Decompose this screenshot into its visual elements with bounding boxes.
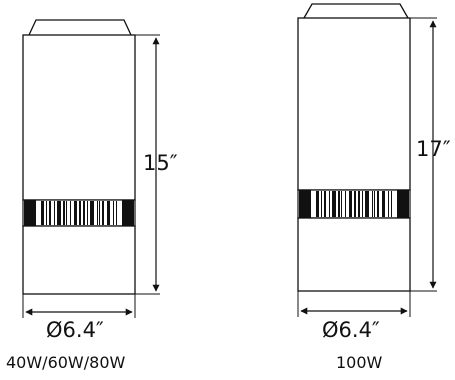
wattage-label-fixture-2: 100W xyxy=(336,353,383,372)
height-dimension-15in xyxy=(135,34,160,295)
fixture-17in-grille-band xyxy=(297,189,411,219)
fixture-15in-lower-body xyxy=(22,225,136,295)
height-label-fixture-1: 15″ xyxy=(143,151,178,175)
width-dimension-fixture-1 xyxy=(22,294,136,318)
wattage-label-fixture-1: 40W/60W/80W xyxy=(6,353,126,372)
diameter-label-fixture-1: Ø6.4″ xyxy=(46,318,104,342)
fixture-15in-upper-body xyxy=(22,34,136,201)
diameter-label-fixture-2: Ø6.4″ xyxy=(322,318,380,342)
fixture-17in-upper-body xyxy=(297,17,411,191)
fixture-15in-cap xyxy=(28,19,132,36)
fixture-17in xyxy=(297,3,411,292)
height-dimension-17in xyxy=(410,17,437,292)
width-dimension-fixture-2 xyxy=(297,291,411,317)
fixture-17in-cap xyxy=(303,3,409,19)
fixture-15in-grille-band xyxy=(22,199,136,227)
fixture-17in-lower-body xyxy=(297,217,411,292)
fixture-15in xyxy=(22,19,136,295)
height-label-fixture-2: 17″ xyxy=(416,137,451,161)
